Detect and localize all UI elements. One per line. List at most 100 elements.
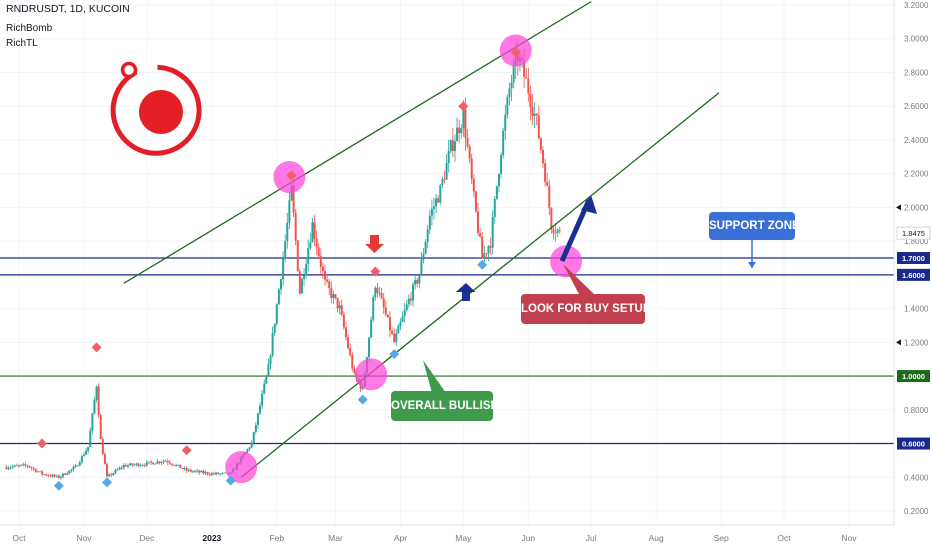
candle-body — [82, 454, 85, 457]
buy-setups-label: LOOK FOR BUY SETUPS — [521, 294, 658, 324]
candle-body — [254, 425, 257, 433]
indicator-richbomb[interactable]: RichBomb — [6, 23, 53, 34]
candle-body — [311, 222, 314, 243]
candle-body — [397, 325, 400, 334]
price-tick-label: 0.2000 — [904, 507, 929, 516]
candle-body — [298, 271, 301, 294]
symbol-title: RNDRUSDT, 1D, KUCOIN — [6, 3, 130, 15]
price-axis-marker — [896, 204, 901, 211]
candle-body — [91, 413, 94, 431]
candle-body — [453, 141, 456, 152]
candle-body — [481, 236, 484, 259]
candle-body — [487, 246, 490, 254]
candle-body — [87, 446, 90, 451]
candle-body — [64, 473, 67, 475]
candle-body — [464, 109, 467, 138]
candle-body — [26, 465, 29, 467]
current-price-tag — [896, 226, 931, 240]
candle-body — [370, 319, 373, 338]
candle-body — [468, 146, 471, 159]
candle-body — [131, 463, 134, 466]
candle-body — [126, 465, 129, 467]
candle-body — [393, 333, 396, 343]
candle-body — [483, 253, 486, 259]
candle-body — [66, 473, 69, 475]
candle-body — [401, 316, 404, 322]
candle-body — [120, 467, 123, 469]
candle-body — [74, 465, 77, 468]
buy-direction-arrowhead — [581, 195, 597, 214]
sell-signal-marker — [458, 101, 469, 112]
candle-body — [554, 232, 557, 234]
candle-body — [194, 471, 197, 472]
candle-body — [256, 413, 259, 426]
highlight-circles — [225, 34, 583, 484]
candle-body — [535, 113, 538, 116]
candle-body — [179, 464, 182, 469]
candle-body — [386, 314, 389, 318]
horizontal-levels — [0, 257, 894, 445]
indicator-richtl[interactable]: RichTL — [6, 38, 38, 49]
candle-body — [114, 470, 117, 474]
time-tick-label: May — [455, 533, 472, 543]
candle-body — [97, 386, 100, 415]
sell-signal-marker — [510, 47, 521, 58]
price-axis-marker — [896, 339, 901, 346]
candle-body — [531, 107, 534, 116]
candle-body — [525, 77, 528, 79]
candle-body — [309, 242, 312, 249]
candle-body — [13, 465, 16, 467]
candle-body — [460, 128, 463, 134]
price-tick-label: 1.2000 — [904, 338, 929, 347]
candle-body — [529, 93, 532, 108]
candle-body — [286, 222, 289, 241]
candle-body — [22, 464, 25, 466]
support-zone-pointer-tip — [748, 262, 756, 268]
price-tick-label: 0.8000 — [904, 406, 929, 415]
candle-body — [441, 179, 444, 186]
candle-body — [294, 212, 297, 241]
candle-body — [296, 240, 299, 272]
candle-body — [504, 114, 507, 131]
candle-body — [11, 466, 14, 468]
buy-signal-marker — [53, 480, 64, 491]
candle-body — [558, 229, 561, 231]
candle-body — [95, 386, 98, 400]
candle-body — [106, 464, 109, 477]
candle-body — [271, 332, 274, 356]
level-tag — [897, 437, 930, 450]
sell-signal-marker — [91, 342, 102, 353]
price-tick-label: 1.4000 — [904, 305, 929, 314]
candle-body — [129, 463, 132, 466]
candle-body — [449, 140, 452, 152]
price-tick-label: 3.2000 — [904, 1, 929, 10]
candle-body — [191, 471, 194, 473]
candle-body — [259, 405, 262, 414]
candlesticks — [5, 38, 561, 480]
candle-body — [412, 284, 415, 301]
candle-body — [321, 266, 324, 272]
candle-body — [485, 253, 488, 255]
time-axis[interactable]: Oct Nov Dec 2023 Feb Mar Apr May Jun Jul Aug Sep Oct… — [0, 524, 894, 543]
candle-body — [59, 476, 62, 479]
candle-body — [18, 465, 20, 467]
candle-body — [474, 191, 477, 212]
candle-body — [510, 82, 513, 89]
candle-body — [212, 473, 215, 475]
candle-body — [378, 293, 381, 294]
level-tag-label: 1.7000 — [902, 254, 925, 263]
buy-signal-marker — [357, 394, 368, 405]
candle-body — [439, 185, 442, 203]
candle-body — [380, 293, 383, 299]
candle-body — [544, 163, 547, 182]
candle-body — [99, 414, 102, 440]
candle-body — [202, 470, 205, 474]
signal-markers — [37, 47, 521, 491]
price-tick-label: 1.8000 — [904, 237, 929, 246]
candle-body — [55, 475, 58, 477]
buy-signal-marker — [389, 349, 400, 360]
candle-body — [395, 333, 398, 343]
candle-body — [477, 211, 480, 233]
candle-body — [49, 475, 52, 477]
